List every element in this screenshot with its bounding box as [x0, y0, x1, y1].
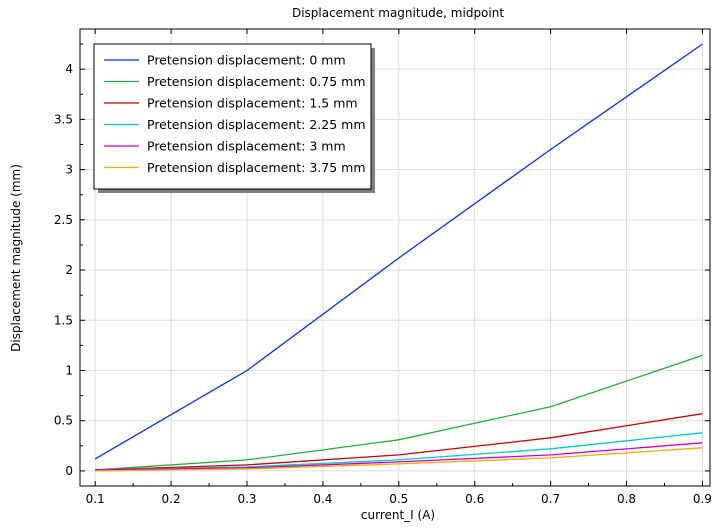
x-tick-label: 0.3 — [237, 492, 256, 506]
series-line-5 — [95, 442, 703, 471]
series-lines — [94, 43, 703, 472]
legend-box — [93, 43, 372, 190]
series-line-2 — [95, 354, 703, 471]
legend-entry: Pretension displacement: 1.5 mm — [147, 96, 358, 111]
x-tick-label: 0.9 — [693, 492, 712, 506]
legend-entry: Pretension displacement: 2.25 mm — [147, 117, 366, 132]
y-tick-label: 2 — [65, 263, 73, 277]
series-line-4 — [95, 432, 703, 471]
plot-frame — [79, 28, 711, 487]
y-tick-label: 1.5 — [54, 313, 73, 327]
y-tick-label: 3.5 — [54, 112, 73, 126]
y-tick-label: 3 — [65, 163, 73, 177]
y-tick-label: 2.5 — [54, 213, 73, 227]
x-tick-label: 0.8 — [617, 492, 636, 506]
legend-entry: Pretension displacement: 0 mm — [147, 53, 346, 68]
y-tick-label: 1 — [65, 363, 73, 377]
y-axis-title: Displacement magnitude (mm) — [9, 164, 23, 352]
chart-title: Displacement magnitude, midpoint — [292, 6, 504, 20]
y-tick-label: 0 — [65, 464, 73, 478]
series-line-6 — [95, 447, 703, 472]
series-line-1 — [94, 43, 703, 460]
legend: Pretension displacement: 0 mm Pretension … — [93, 43, 375, 193]
x-tick-label: 0.7 — [541, 492, 560, 506]
x-tick-label: 0.6 — [465, 492, 484, 506]
grid — [80, 29, 710, 486]
x-tick-label: 0.4 — [313, 492, 332, 506]
series-line-3 — [95, 413, 703, 471]
y-tick-label: 0.5 — [54, 414, 73, 428]
legend-entry: Pretension displacement: 0.75 mm — [147, 74, 366, 89]
x-tick-label: 0.1 — [86, 492, 105, 506]
y-tick-label: 4 — [65, 62, 73, 76]
x-tick-label: 0.2 — [162, 492, 181, 506]
x-axis-title: current_I (A) — [361, 508, 435, 522]
x-tick-label: 0.5 — [389, 492, 408, 506]
legend-entry: Pretension displacement: 3.75 mm — [147, 160, 366, 175]
axis-ticks: 0.1 0.2 0.3 0.4 0.5 0.6 0.7 0.8 0.9 0 0.5 1 1.5 2 2.5 3… — [54, 29, 712, 506]
legend-entry: Pretension displacement: 3 mm — [147, 139, 346, 154]
